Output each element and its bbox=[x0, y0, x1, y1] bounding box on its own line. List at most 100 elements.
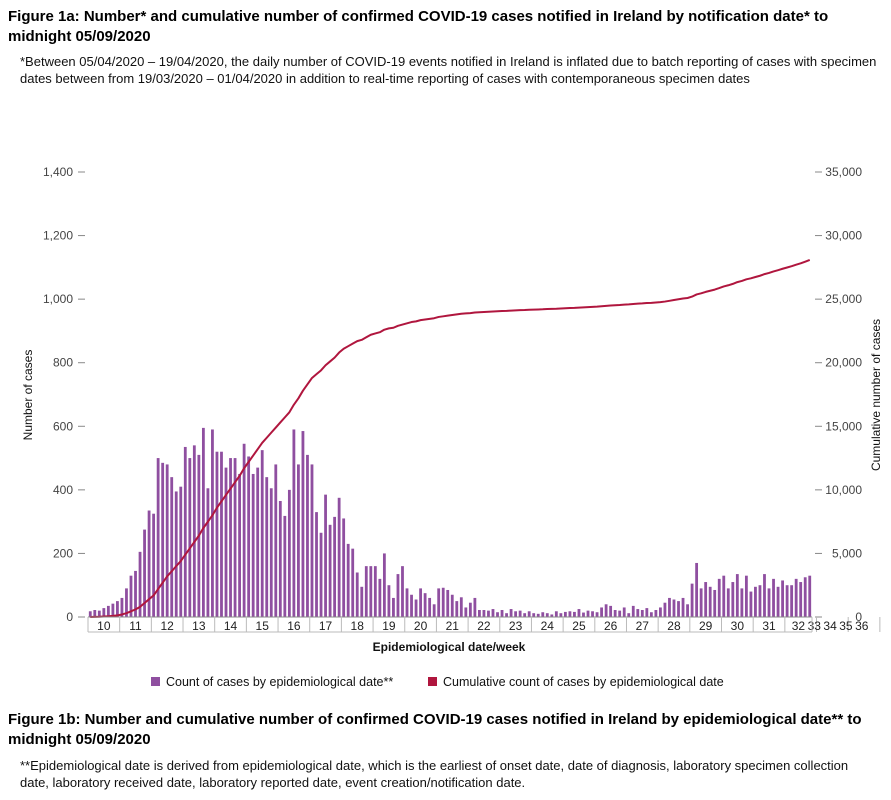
bar bbox=[645, 608, 649, 617]
bar bbox=[106, 605, 110, 618]
bar bbox=[206, 488, 210, 617]
bar bbox=[699, 588, 703, 617]
bar bbox=[722, 575, 726, 617]
bar bbox=[269, 488, 273, 617]
x-tick-label: 23 bbox=[509, 619, 523, 633]
x-tick-label: 26 bbox=[604, 619, 618, 633]
legend-label-line: Cumulative count of cases by epidemiolog… bbox=[443, 675, 724, 689]
bar bbox=[333, 516, 337, 618]
bar bbox=[654, 610, 658, 617]
bar bbox=[708, 586, 712, 617]
figure-1b-note: **Epidemiological date is derived from e… bbox=[20, 758, 849, 790]
bar bbox=[754, 586, 757, 617]
x-tick-label: 36 bbox=[855, 619, 869, 633]
bar bbox=[147, 510, 151, 617]
x-tick-label: 32 bbox=[792, 619, 806, 633]
bar bbox=[170, 477, 174, 617]
x-tick-label: 29 bbox=[699, 619, 713, 633]
bar bbox=[464, 607, 468, 617]
bar bbox=[604, 604, 608, 617]
bar bbox=[541, 612, 545, 617]
bar bbox=[360, 586, 364, 617]
bar bbox=[586, 610, 590, 617]
y-tick-label: 800 bbox=[53, 356, 73, 370]
y2-tick-label: 35,000 bbox=[825, 165, 862, 179]
figure-1a-note: *Between 05/04/2020 – 19/04/2020, the da… bbox=[20, 54, 877, 86]
bar bbox=[545, 613, 549, 617]
bar bbox=[355, 572, 359, 617]
figure-1b-title: Figure 1b: Number and cumulative number … bbox=[8, 711, 862, 748]
x-tick-label: 12 bbox=[161, 619, 175, 633]
y-tick-label: 200 bbox=[53, 546, 73, 560]
bar bbox=[523, 613, 527, 617]
bar bbox=[582, 612, 585, 617]
legend-label-bars: Count of cases by epidemiological date** bbox=[166, 675, 393, 689]
bar bbox=[441, 587, 445, 617]
bar bbox=[704, 582, 708, 617]
bar bbox=[125, 588, 128, 617]
bar bbox=[640, 610, 644, 617]
x-tick-label: 25 bbox=[572, 619, 586, 633]
x-tick-label: 14 bbox=[224, 619, 238, 633]
legend-swatch-bars bbox=[151, 677, 160, 686]
bar bbox=[328, 524, 332, 617]
bar bbox=[247, 456, 251, 617]
bar bbox=[337, 497, 341, 617]
bar bbox=[509, 609, 513, 617]
bar bbox=[256, 467, 260, 617]
y-tick-label: 1,000 bbox=[43, 292, 73, 306]
x-tick-label: 15 bbox=[256, 619, 270, 633]
bar bbox=[772, 578, 775, 617]
bar bbox=[482, 610, 486, 617]
bar bbox=[364, 566, 368, 617]
x-tick-label: 24 bbox=[541, 619, 555, 633]
bar bbox=[686, 604, 689, 617]
bar bbox=[405, 588, 409, 617]
bar bbox=[808, 575, 812, 617]
y2-tick-label: 15,000 bbox=[825, 419, 862, 433]
bar bbox=[156, 458, 160, 617]
bar bbox=[450, 594, 454, 617]
x-tick-label: 19 bbox=[382, 619, 396, 633]
x-tick-label: 30 bbox=[731, 619, 745, 633]
bar bbox=[763, 574, 766, 617]
x-tick-label: 16 bbox=[287, 619, 301, 633]
y-tick-label: 600 bbox=[53, 419, 73, 433]
bar bbox=[292, 429, 296, 617]
x-tick-label: 11 bbox=[129, 619, 142, 633]
x-tick-label: 17 bbox=[319, 619, 333, 633]
y-tick-label: 1,200 bbox=[43, 229, 73, 243]
bar bbox=[351, 548, 355, 617]
bar bbox=[563, 611, 567, 617]
bar bbox=[179, 486, 183, 617]
legend: Count of cases by epidemiological date**… bbox=[151, 675, 724, 689]
bar bbox=[659, 607, 662, 617]
x-tick-label: 22 bbox=[477, 619, 491, 633]
bar bbox=[514, 611, 518, 617]
legend-swatch-line bbox=[428, 677, 437, 686]
bar bbox=[251, 473, 255, 617]
bar bbox=[500, 610, 504, 617]
bar bbox=[220, 451, 223, 617]
bar bbox=[767, 588, 771, 617]
bar bbox=[152, 513, 156, 617]
x-tick-label: 10 bbox=[97, 619, 111, 633]
bar bbox=[744, 575, 748, 617]
bar bbox=[414, 599, 418, 617]
x-axis-label: Epidemiological date/week bbox=[373, 640, 526, 654]
bar bbox=[432, 604, 436, 617]
y2-tick-label: 10,000 bbox=[825, 483, 862, 497]
bar bbox=[600, 607, 603, 617]
bar bbox=[310, 464, 314, 617]
bar bbox=[369, 566, 373, 617]
bar bbox=[473, 597, 477, 617]
bar bbox=[111, 603, 115, 617]
x-tick-label: 27 bbox=[636, 619, 650, 633]
bar bbox=[378, 578, 382, 617]
bar bbox=[161, 462, 165, 617]
bar bbox=[618, 610, 622, 617]
bar bbox=[681, 597, 685, 617]
bar bbox=[577, 609, 581, 617]
bar bbox=[319, 532, 323, 617]
bar bbox=[396, 574, 400, 617]
